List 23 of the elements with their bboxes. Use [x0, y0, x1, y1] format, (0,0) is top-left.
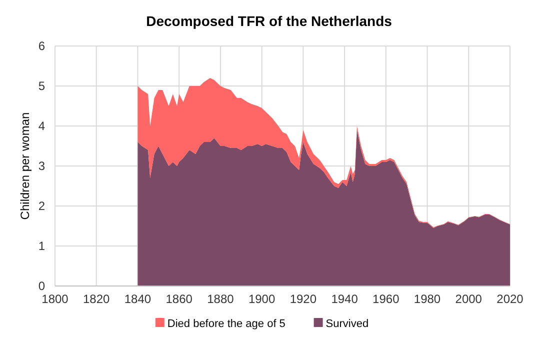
y-tick-label: 2	[38, 199, 46, 213]
y-tick-label: 3	[38, 159, 46, 173]
x-tick-label: 1920	[290, 292, 317, 306]
x-tick-label: 1980	[414, 292, 441, 306]
x-tick-label: 2020	[496, 292, 524, 306]
x-tick-label: 1960	[372, 292, 400, 306]
y-tick-label: 5	[38, 79, 46, 93]
chart-title: Decomposed TFR of the Netherlands	[146, 13, 392, 29]
legend-label: Died before the age of 5	[167, 318, 286, 330]
x-tick-label: 1800	[42, 292, 69, 306]
y-tick-label: 4	[38, 119, 46, 133]
legend-label: Survived	[326, 318, 369, 330]
x-tick-label: 1940	[331, 292, 358, 306]
y-axis-title: Children per woman	[18, 112, 32, 220]
x-tick-label: 1880	[207, 292, 234, 306]
x-tick-label: 1820	[83, 292, 110, 306]
y-tick-label: 6	[38, 39, 46, 53]
y-tick-label: 1	[38, 239, 46, 253]
x-tick-label: 1900	[248, 292, 276, 306]
x-tick-label: 2000	[455, 292, 482, 306]
x-tick-label: 1860	[166, 292, 193, 306]
x-tick-label: 1840	[124, 292, 152, 306]
y-tick-label: 0	[38, 279, 46, 293]
